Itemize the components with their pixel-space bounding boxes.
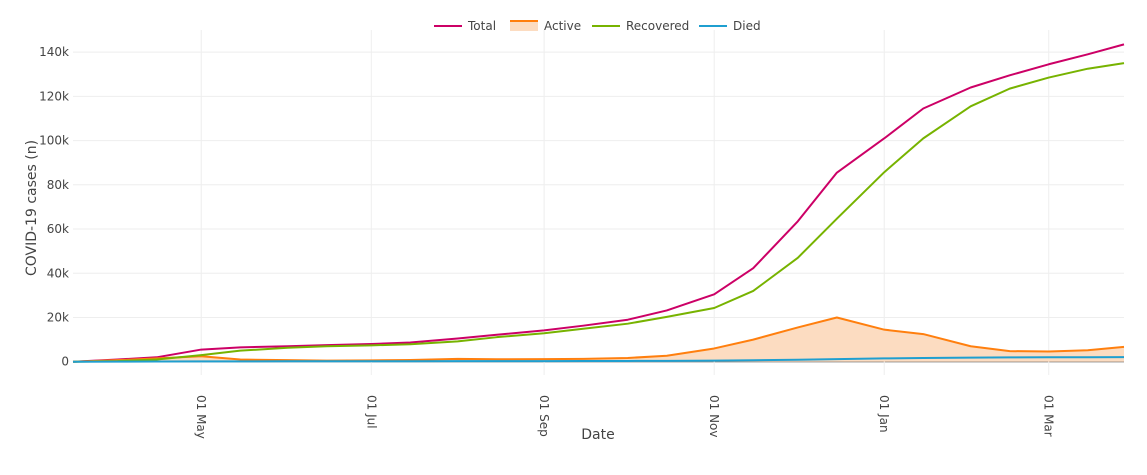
legend-label: Recovered [626,19,689,33]
y-tick-labels: 0 20k 40k 60k 80k 100k 120k 140k [39,45,69,369]
legend-item-died[interactable]: Died [699,19,761,33]
y-tick-label: 120k [39,89,69,103]
x-tick-label: 01 Nov [707,395,721,438]
x-tick-label: 01 Sep [537,395,551,437]
legend-item-recovered[interactable]: Recovered [592,19,689,33]
area-layer [73,317,1124,362]
series-line-active [72,316,1125,363]
series-area-active [73,317,1124,362]
y-tick-label: 140k [39,45,69,59]
series-line-recovered [72,62,1125,363]
x-tick-labels: 01 May 01 Jul 01 Sep 01 Nov 01 Jan 01 Mar [194,395,1055,439]
y-tick-label: 60k [47,222,69,236]
legend-label: Total [467,19,496,33]
y-tick-label: 40k [47,266,69,280]
legend-label: Active [544,19,581,33]
series-line-total [72,43,1125,363]
line-layer [72,43,1125,363]
x-tick-label: 01 Mar [1042,395,1056,437]
legend-label: Died [733,19,761,33]
y-tick-label: 80k [47,178,69,192]
legend-item-total[interactable]: Total [434,19,496,33]
x-tick-label: 01 Jul [364,395,378,429]
grid [73,30,1124,375]
y-tick-label: 0 [61,355,69,369]
legend-item-active[interactable]: Active [510,19,581,33]
x-tick-label: 01 Jan [877,395,891,433]
y-tick-label: 20k [47,311,69,325]
series-line-died [72,356,1125,363]
y-tick-label: 100k [39,134,69,148]
y-axis-title: COVID-19 cases (n) [24,140,40,276]
x-tick-label: 01 May [194,395,208,439]
legend-swatch-fill [510,21,538,31]
legend: Total Active Recovered Died [434,19,761,33]
x-axis-title: Date [581,427,614,443]
